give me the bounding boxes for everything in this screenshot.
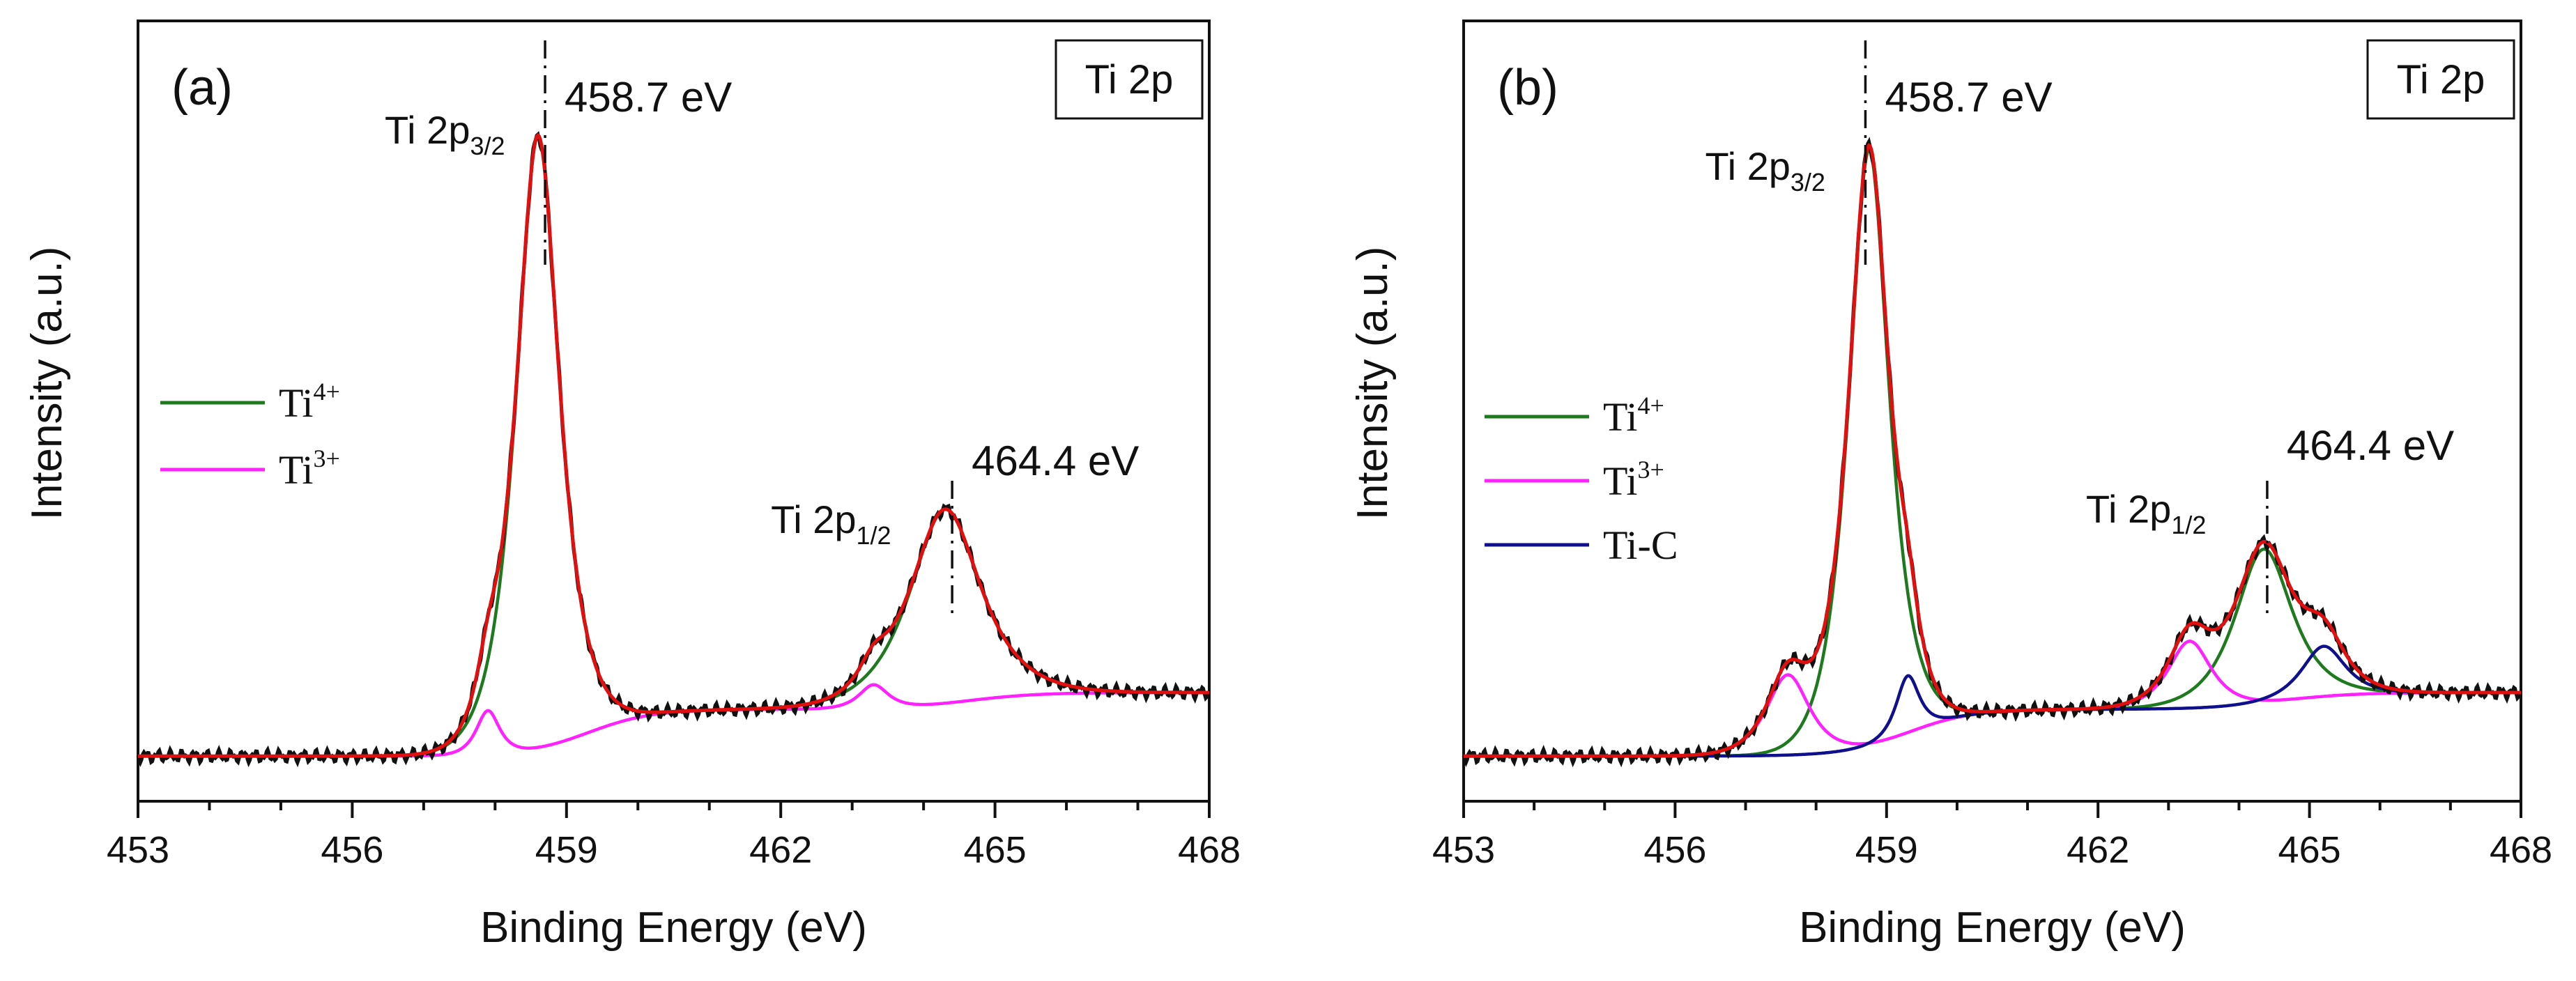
series-ti3- (138, 683, 1209, 758)
plot-frame (1462, 20, 2522, 803)
box-label-frame (2366, 39, 2515, 120)
legend-label: Ti3+ (279, 445, 340, 493)
plot-frame (137, 20, 1211, 803)
series-fit-envelope (138, 132, 1209, 758)
x-tick-label: 465 (2278, 829, 2341, 871)
peak-species-label: Ti 2p1/2 (771, 497, 891, 550)
x-axis: 453 456 459 462 465 468 (1432, 801, 2552, 871)
box-label-text: Ti 2p (2397, 57, 2485, 102)
panel-label: (b) (1497, 60, 1558, 116)
panel-b: 453 456 459 462 465 468 Binding Energy (eV) Int… (1349, 20, 2552, 952)
y-axis-title: Intensity (a.u.) (23, 247, 71, 520)
x-tick-label: 453 (107, 829, 169, 871)
x-tick-label: 465 (964, 829, 1027, 871)
x-tick-label: 462 (2067, 829, 2129, 871)
x-tick-label: 453 (1432, 829, 1495, 871)
x-tick-label: 456 (1643, 829, 1706, 871)
box-label-frame (1055, 39, 1204, 120)
legend: Ti4+ Ti3+ (160, 378, 340, 493)
series-fit-envelope (1464, 143, 2521, 758)
peak-energy-label: 464.4 eV (2287, 422, 2454, 469)
legend-label: Ti4+ (1603, 392, 1664, 440)
x-tick-label: 468 (2490, 829, 2552, 871)
peak-energy-label: 464.4 eV (972, 438, 1139, 484)
series-ti-c (1464, 644, 2521, 758)
peak-species-label: Ti 2p3/2 (385, 108, 505, 160)
panel-label: (a) (171, 60, 233, 116)
x-tick-label: 459 (1855, 829, 1918, 871)
series-experimental (136, 131, 1210, 768)
box-label-text: Ti 2p (1085, 57, 1174, 102)
x-tick-label: 468 (1178, 829, 1241, 871)
x-tick-label: 462 (749, 829, 812, 871)
peak-energy-label: 458.7 eV (565, 74, 732, 121)
panel-a: 453 456 459 462 465 468 Binding Energy (eV) Int… (23, 20, 1241, 952)
x-tick-label: 459 (535, 829, 598, 871)
legend-label: Ti-C (1603, 523, 1678, 568)
peak-species-label: Ti 2p3/2 (1705, 144, 1825, 196)
legend-label: Ti3+ (1603, 456, 1664, 504)
series-ti3- (1464, 640, 2521, 758)
series-experimental (1462, 137, 2522, 768)
peak-species-label: Ti 2p1/2 (2086, 487, 2206, 539)
legend: Ti4+ Ti3+ Ti-C (1485, 392, 1678, 568)
legend-label: Ti4+ (279, 378, 340, 426)
x-axis-title: Binding Energy (eV) (480, 904, 867, 952)
x-axis: 453 456 459 462 465 468 (107, 801, 1241, 871)
peak-energy-label: 458.7 eV (1885, 74, 2052, 121)
x-tick-label: 456 (321, 829, 383, 871)
x-axis-title: Binding Energy (eV) (1799, 904, 2186, 952)
y-axis-title: Intensity (a.u.) (1349, 247, 1397, 520)
